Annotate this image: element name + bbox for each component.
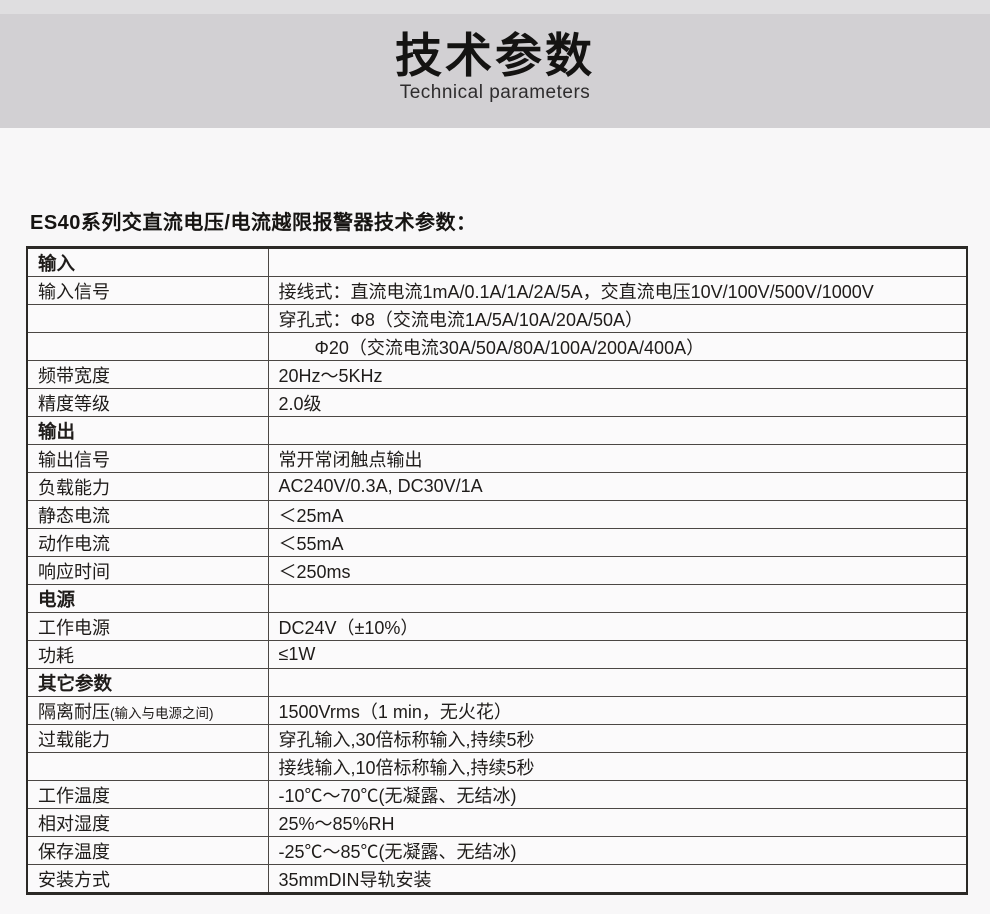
param-value [267, 584, 968, 613]
param-label: 隔离耐压(输入与电源之间) [26, 696, 269, 725]
section-label: 电源 [26, 584, 269, 613]
param-value: 接线输入,10倍标称输入,持续5秒 [267, 752, 968, 781]
table-row: Φ20（交流电流30A/50A/80A/100A/200A/400A） [26, 332, 968, 361]
param-value [267, 416, 968, 445]
parameters-table-body: 输入 输入信号 接线式：直流电流1mA/0.1A/1A/2A/5A，交直流电压10V… [26, 247, 968, 894]
header-band: 技术参数 Technical parameters [0, 14, 990, 128]
page: 技术参数 Technical parameters ES40系列交直流电压/电流… [0, 0, 990, 895]
table-row: 输入 [26, 247, 968, 277]
section-label: 其它参数 [26, 668, 269, 697]
param-label [26, 752, 269, 781]
table-row: 工作电源 DC24V（±10%） [26, 612, 968, 641]
page-subtitle: Technical parameters [399, 81, 591, 103]
table-row: 输出 [26, 416, 968, 445]
table-row: 其它参数 [26, 668, 968, 697]
param-value: 1500Vrms（1 min，无火花） [267, 696, 968, 725]
table-row: 功耗 ≤1W [26, 640, 968, 669]
param-value: -25℃～85℃(无凝露、无结冰) [267, 836, 968, 865]
param-value [267, 668, 968, 697]
param-label: 频带宽度 [26, 360, 269, 389]
param-label: 安装方式 [26, 864, 269, 894]
param-label: 精度等级 [26, 388, 269, 417]
param-label: 静态电流 [26, 500, 269, 529]
table-row: 电源 [26, 584, 968, 613]
param-value: 穿孔式：Φ8（交流电流1A/5A/10A/20A/50A） [267, 304, 968, 333]
param-value: AC240V/0.3A, DC30V/1A [267, 472, 968, 501]
header-band-light [0, 0, 990, 14]
section-label: 输入 [26, 247, 269, 277]
table-row: 工作温度 -10℃～70℃(无凝露、无结冰) [26, 780, 968, 809]
param-value: 25%～85%RH [267, 808, 968, 837]
table-row: 接线输入,10倍标称输入,持续5秒 [26, 752, 968, 781]
param-label [26, 304, 269, 333]
param-value: 2.0级 [267, 388, 968, 417]
param-value: 穿孔输入,30倍标称输入,持续5秒 [267, 724, 968, 753]
param-value: ＜250ms [267, 556, 968, 585]
param-value: 20Hz～5KHz [267, 360, 968, 389]
table-row: 输入信号 接线式：直流电流1mA/0.1A/1A/2A/5A，交直流电压10V/1… [26, 276, 968, 305]
section-label: 输出 [26, 416, 269, 445]
param-value: -10℃～70℃(无凝露、无结冰) [267, 780, 968, 809]
table-row: 隔离耐压(输入与电源之间) 1500Vrms（1 min，无火花） [26, 696, 968, 725]
param-value: ≤1W [267, 640, 968, 669]
page-title: 技术参数 [395, 29, 595, 82]
table-row: 保存温度 -25℃～85℃(无凝露、无结冰) [26, 836, 968, 865]
param-value: ＜25mA [267, 500, 968, 529]
param-value: DC24V（±10%） [267, 612, 968, 641]
param-label-note: (输入与电源之间) [110, 705, 214, 721]
param-label: 功耗 [26, 640, 269, 669]
table-row: 动作电流 ＜55mA [26, 528, 968, 557]
param-value: Φ20（交流电流30A/50A/80A/100A/200A/400A） [267, 332, 968, 361]
table-row: 精度等级 2.0级 [26, 388, 968, 417]
table-row: 负载能力 AC240V/0.3A, DC30V/1A [26, 472, 968, 501]
param-label: 相对湿度 [26, 808, 269, 837]
param-label: 响应时间 [26, 556, 269, 585]
table-row: 穿孔式：Φ8（交流电流1A/5A/10A/20A/50A） [26, 304, 968, 333]
parameters-table: 输入 输入信号 接线式：直流电流1mA/0.1A/1A/2A/5A，交直流电压10V… [26, 246, 968, 895]
param-label [26, 332, 269, 361]
table-row: 安装方式 35mmDIN导轨安装 [26, 864, 968, 894]
param-value: 接线式：直流电流1mA/0.1A/1A/2A/5A，交直流电压10V/100V/… [267, 276, 968, 305]
param-label: 输出信号 [26, 444, 269, 473]
table-heading: ES40系列交直流电压/电流越限报警器技术参数： [30, 212, 477, 234]
param-label: 工作温度 [26, 780, 269, 809]
param-value [267, 247, 968, 277]
param-value: 35mmDIN导轨安装 [267, 864, 968, 894]
table-row: 输出信号 常开常闭触点输出 [26, 444, 968, 473]
table-row: 频带宽度 20Hz～5KHz [26, 360, 968, 389]
table-row: 响应时间 ＜250ms [26, 556, 968, 585]
param-label: 输入信号 [26, 276, 269, 305]
table-row: 相对湿度 25%～85%RH [26, 808, 968, 837]
param-label: 动作电流 [26, 528, 269, 557]
param-label: 过载能力 [26, 724, 269, 753]
param-value: ＜55mA [267, 528, 968, 557]
table-row: 过载能力 穿孔输入,30倍标称输入,持续5秒 [26, 724, 968, 753]
param-value: 常开常闭触点输出 [267, 444, 968, 473]
param-label: 负载能力 [26, 472, 269, 501]
param-label: 工作电源 [26, 612, 269, 641]
table-row: 静态电流 ＜25mA [26, 500, 968, 529]
param-label: 保存温度 [26, 836, 269, 865]
